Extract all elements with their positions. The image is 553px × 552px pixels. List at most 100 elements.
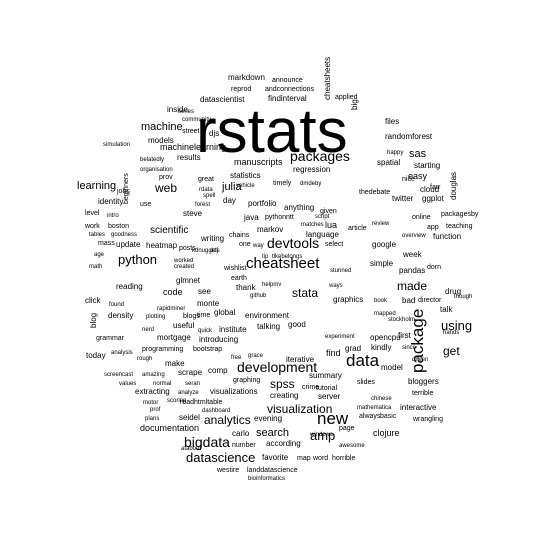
word-posts: posts	[179, 245, 196, 252]
word-given: given	[320, 208, 337, 215]
word-function: function	[433, 232, 461, 241]
word-book: book	[374, 298, 388, 304]
word-iterative: iterative	[286, 355, 315, 364]
word-dorn: dorn	[427, 264, 441, 271]
word-goodness: goodness	[111, 232, 137, 238]
word-see: see	[198, 287, 211, 296]
word-packages: packages	[290, 148, 350, 164]
word-street: street	[182, 128, 200, 135]
word-density: density	[108, 311, 133, 320]
word-plotting: plotting	[146, 314, 165, 320]
word-map: map	[297, 455, 311, 462]
word-day: day	[223, 196, 236, 205]
word-normal: normal	[153, 381, 171, 387]
word-google: google	[372, 240, 397, 249]
word-bloggers: bloggers	[408, 377, 439, 386]
word-thank: thank	[236, 283, 257, 292]
word-page: page	[339, 425, 355, 432]
word-comp: comp	[208, 366, 228, 375]
word-packagesby: packagesby	[441, 211, 479, 218]
word-visualization: visualization	[267, 402, 332, 416]
word-carlo: carlo	[232, 429, 250, 438]
word-windows: windows	[309, 432, 333, 438]
word-according: according	[266, 439, 301, 448]
word-time: time	[197, 312, 210, 319]
word-randomforest: randomforest	[385, 132, 433, 141]
word-rough: rough	[137, 356, 152, 362]
word-belatedly: belatedly	[140, 157, 164, 163]
word-simulation: simulation	[103, 142, 130, 148]
word-ggplot: ggplot	[422, 194, 445, 203]
word-director: director	[418, 297, 442, 304]
word-wishlist: wishlist	[223, 265, 247, 272]
word-ways: ways	[328, 283, 343, 289]
word-data: data	[346, 351, 380, 370]
word-mass: mass	[98, 240, 115, 247]
word-summary: summary	[309, 371, 342, 380]
word-grace: grace	[248, 353, 264, 359]
word-graphics: graphics	[333, 295, 363, 304]
word-results: results	[177, 153, 201, 162]
word-make: make	[165, 359, 185, 368]
word-horrible: horrible	[332, 455, 355, 462]
word-teaching: teaching	[446, 223, 473, 230]
word-series: series	[178, 109, 194, 115]
word-matches: matches	[301, 222, 324, 228]
word-pandas: pandas	[399, 266, 425, 275]
word-kdnuggets: kdnuggets	[192, 248, 220, 254]
word-inside: inside	[167, 105, 188, 114]
word-dashboard: dashboard	[202, 408, 230, 414]
word-documentation: documentation	[140, 423, 199, 433]
word-talk: talk	[440, 305, 453, 314]
word-bad: bad	[402, 296, 415, 305]
word-spatial: spatial	[377, 158, 400, 167]
word-analysis: analysis	[111, 350, 133, 356]
word-clojure: clojure	[373, 428, 400, 438]
word-wrangling: wrangling	[412, 416, 443, 423]
word-prof: prof	[150, 407, 161, 413]
word-code: code	[163, 287, 183, 297]
word-today: today	[86, 351, 106, 360]
word-cheatsheet: cheatsheet	[246, 255, 320, 272]
word-favorite: favorite	[262, 453, 289, 462]
word-number: number	[232, 442, 256, 449]
word-intro: intro	[107, 213, 119, 219]
word-beginners: beginners	[123, 173, 130, 204]
word-happy: happy	[387, 150, 403, 156]
word-thedebate: thedebate	[359, 189, 390, 196]
word-easy: easy	[408, 171, 428, 181]
word-twitter: twitter	[392, 194, 414, 203]
word-made: made	[397, 279, 427, 293]
word-atabout: atabout	[181, 446, 201, 452]
word-online: online	[412, 214, 431, 221]
word-always: always	[359, 413, 381, 420]
word-extracting: extracting	[135, 387, 170, 396]
word-blog: blog	[89, 313, 98, 328]
word-package: package	[408, 309, 427, 373]
word-worked: worked	[173, 258, 193, 264]
word-stunned: stunned	[330, 268, 351, 274]
word-app: app	[427, 224, 439, 231]
word-environment: environment	[245, 311, 290, 320]
word-scientific: scientific	[150, 225, 188, 236]
word-readhtmltable: readhtmltable	[180, 399, 223, 406]
word-new: new	[317, 409, 349, 428]
word-glmnet: glmnet	[176, 276, 201, 285]
word-markov: markov	[257, 225, 283, 234]
word-github: github	[250, 293, 267, 299]
word-datascientist: datascientist	[200, 95, 245, 104]
word-pythonntt: pythonntt	[265, 214, 294, 221]
word-script: script	[315, 214, 330, 220]
word-bootstrap: bootstrap	[193, 346, 222, 353]
word-python: python	[118, 252, 157, 267]
word-level: level	[85, 210, 100, 217]
word-quick: quick	[198, 328, 213, 334]
word-steve: steve	[183, 209, 203, 218]
word-prov: prov	[159, 174, 173, 181]
word-spss: spss	[270, 377, 295, 391]
word-helpmv: helpmv	[262, 282, 281, 288]
word-vehicle: vehicle	[236, 183, 255, 189]
word-though: though	[454, 294, 472, 300]
word-basic: basic	[380, 413, 397, 420]
